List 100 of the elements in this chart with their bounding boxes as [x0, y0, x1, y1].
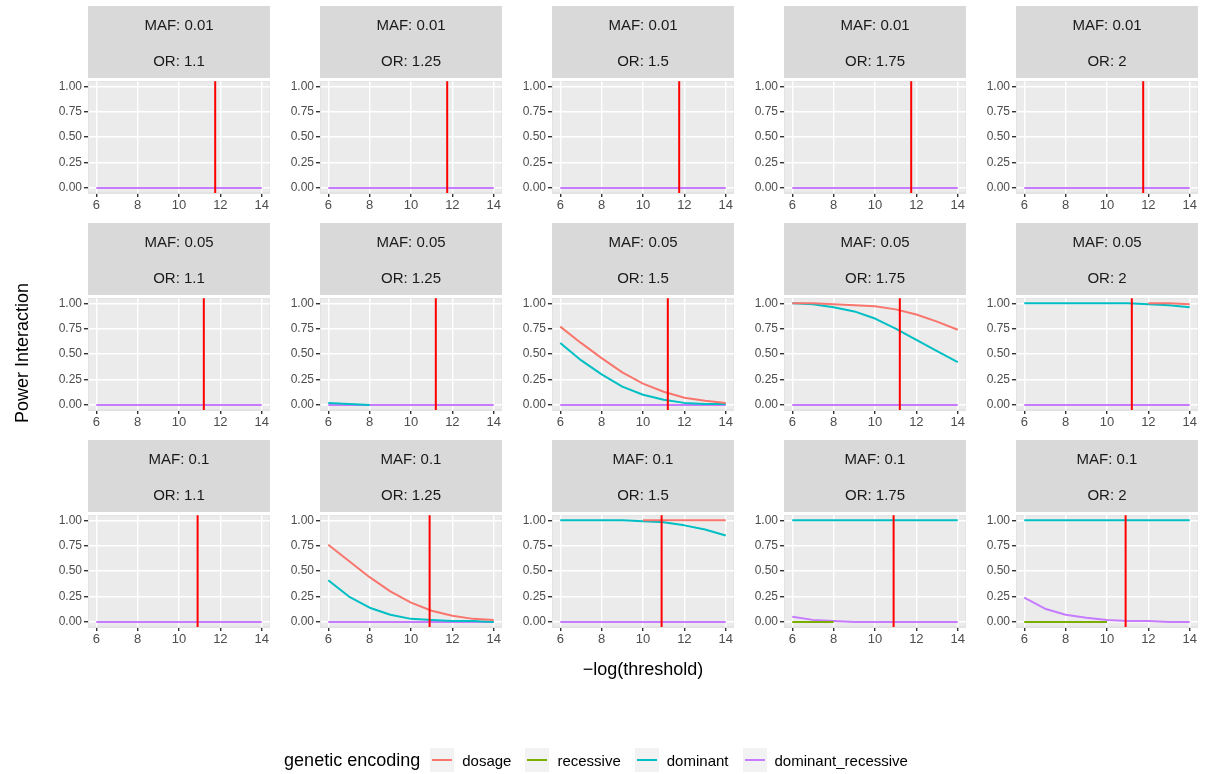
y-tick-label: 1.00: [986, 78, 1011, 93]
x-tick-label: 12: [213, 414, 228, 430]
x-tick-label: 14: [718, 631, 733, 647]
y-tick-label: 0.50: [522, 563, 547, 578]
legend-label: dominant_recessive: [774, 751, 908, 769]
chart-title: MAF: 0.01: [840, 15, 910, 33]
chart-subtitle: OR: 1.5: [617, 268, 669, 286]
y-tick-label: 0.00: [754, 180, 779, 195]
x-tick-label: 14: [950, 631, 965, 647]
y-tick-label: 0.50: [986, 129, 1011, 144]
x-tick-label: 14: [254, 414, 269, 430]
chart-subtitle: OR: 1.1: [153, 268, 205, 286]
chart-subtitle: OR: 2: [1087, 485, 1127, 503]
y-tick-label: 0.75: [290, 104, 315, 118]
x-tick-label: 14: [718, 197, 733, 213]
legend-label: dominant: [666, 751, 729, 769]
x-tick-label: 14: [718, 414, 733, 430]
chart-subtitle: OR: 1.75: [844, 51, 906, 69]
y-tick-label: 1.00: [58, 512, 83, 527]
chart-title: MAF: 0.1: [612, 449, 674, 467]
x-tick-label: 8: [830, 197, 838, 213]
y-tick-label: 0.50: [986, 563, 1011, 578]
chart-title: MAF: 0.01: [608, 15, 678, 33]
x-tick-label: 10: [867, 631, 883, 647]
y-tick-label: 0.25: [986, 371, 1011, 386]
chart-title: MAF: 0.01: [1072, 15, 1142, 33]
y-tick-label: 0.75: [522, 321, 547, 335]
x-tick-label: 10: [635, 197, 651, 213]
x-tick-label: 14: [254, 197, 269, 213]
chart-title: MAF: 0.1: [380, 449, 442, 467]
y-tick-label: 0.25: [58, 371, 83, 386]
legend-label: recessive: [557, 751, 621, 769]
y-tick-label: 0.25: [290, 154, 315, 169]
chart-title: MAF: 0.01: [376, 15, 446, 33]
x-tick-label: 6: [556, 197, 564, 213]
x-tick-label: 10: [1099, 197, 1115, 213]
y-tick-label: 0.50: [754, 346, 779, 361]
chart-subtitle: OR: 2: [1087, 268, 1127, 286]
x-tick-label: 6: [92, 414, 100, 430]
y-tick-label: 0.00: [290, 397, 315, 412]
y-tick-label: 0.00: [58, 180, 83, 195]
y-tick-label: 0.50: [58, 346, 83, 361]
x-tick-label: 6: [1020, 197, 1028, 213]
y-tick-label: 0.00: [754, 614, 779, 629]
y-tick-label: 1.00: [986, 295, 1011, 310]
chart-subtitle: OR: 1.1: [153, 51, 205, 69]
x-tick-label: 8: [830, 631, 838, 647]
x-tick-label: 10: [867, 414, 883, 430]
y-tick-label: 0.75: [58, 321, 83, 335]
x-tick-label: 14: [486, 631, 501, 647]
y-tick-label: 0.00: [58, 397, 83, 412]
y-tick-label: 0.00: [986, 614, 1011, 629]
x-tick-label: 10: [1099, 631, 1115, 647]
x-tick-label: 8: [366, 414, 374, 430]
x-tick-label: 8: [366, 197, 374, 213]
y-tick-label: 1.00: [754, 295, 779, 310]
y-tick-label: 0.50: [58, 563, 83, 578]
y-tick-label: 0.75: [986, 321, 1011, 335]
x-tick-label: 12: [677, 414, 692, 430]
x-tick-label: 12: [213, 197, 228, 213]
x-tick-label: 12: [1141, 631, 1156, 647]
x-tick-label: 8: [134, 631, 142, 647]
x-tick-label: 14: [486, 197, 501, 213]
chart-subtitle: OR: 1.5: [617, 485, 669, 503]
y-tick-label: 1.00: [58, 78, 83, 93]
y-tick-label: 1.00: [290, 512, 315, 527]
y-tick-label: 0.25: [290, 588, 315, 603]
y-tick-label: 0.75: [986, 538, 1011, 552]
y-tick-label: 0.75: [754, 321, 779, 335]
y-tick-label: 0.50: [986, 346, 1011, 361]
y-tick-label: 0.50: [754, 129, 779, 144]
chart-subtitle: OR: 1.25: [380, 268, 442, 286]
y-tick-label: 0.00: [58, 614, 83, 629]
chart-subtitle: OR: 2: [1087, 51, 1127, 69]
x-tick-label: 6: [556, 414, 564, 430]
legend-label: dosage: [462, 751, 512, 769]
x-tick-label: 6: [92, 197, 100, 213]
x-tick-label: 12: [445, 631, 460, 647]
x-tick-label: 8: [598, 414, 606, 430]
x-axis-title: −log(threshold): [582, 659, 704, 680]
x-tick-label: 10: [171, 631, 187, 647]
x-tick-label: 6: [1020, 414, 1028, 430]
x-tick-label: 12: [445, 414, 460, 430]
y-tick-label: 0.00: [986, 397, 1011, 412]
x-tick-label: 10: [403, 197, 419, 213]
x-tick-label: 6: [556, 631, 564, 647]
x-tick-label: 8: [134, 197, 142, 213]
y-tick-label: 0.25: [290, 371, 315, 386]
x-tick-label: 6: [788, 631, 796, 647]
x-tick-label: 10: [867, 197, 883, 213]
x-tick-label: 10: [1099, 414, 1115, 430]
chart-title: MAF: 0.05: [144, 232, 214, 250]
y-tick-label: 0.25: [58, 154, 83, 169]
x-tick-label: 6: [788, 414, 796, 430]
x-tick-label: 8: [598, 631, 606, 647]
x-tick-label: 12: [1141, 197, 1156, 213]
y-tick-label: 0.25: [986, 154, 1011, 169]
x-tick-label: 8: [1062, 414, 1070, 430]
y-tick-label: 1.00: [522, 512, 547, 527]
x-tick-label: 12: [909, 197, 924, 213]
